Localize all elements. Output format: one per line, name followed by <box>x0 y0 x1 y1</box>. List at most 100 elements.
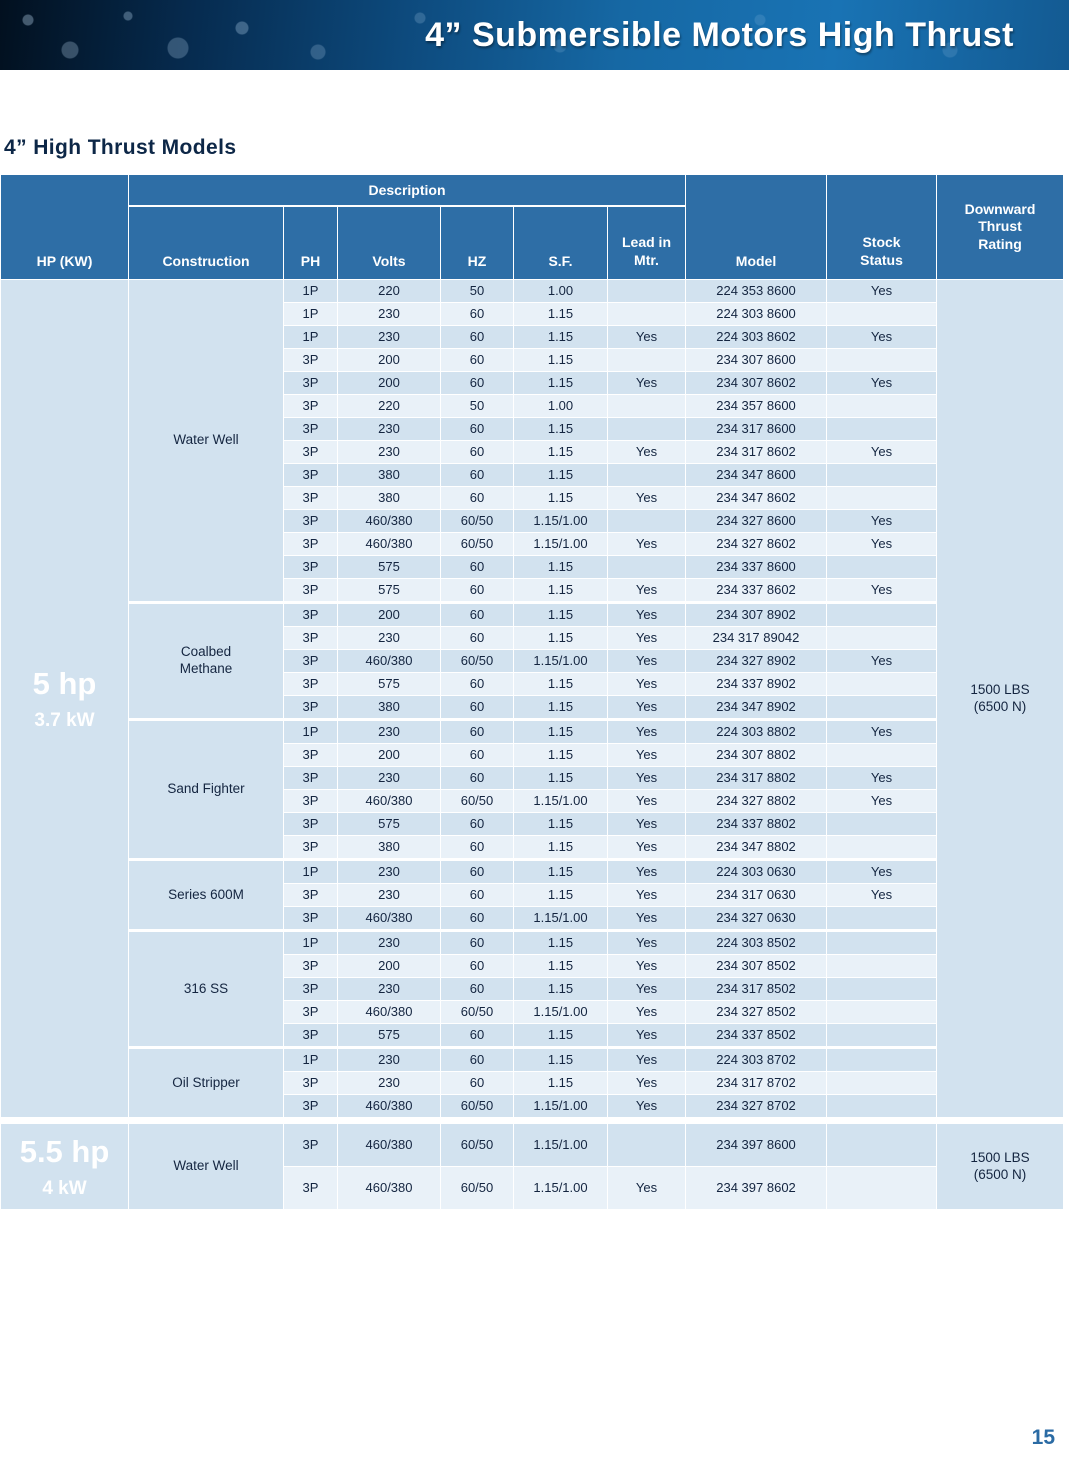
construction-label: Sand Fighter <box>167 781 245 797</box>
cell-lead-in-mtr: Yes <box>606 906 687 931</box>
table-row: 3P 200 60 1.15 Yes 234 307 8502 <box>1 954 1064 978</box>
cell-volts: 200 <box>337 743 441 767</box>
cell-lead-in-mtr: Yes <box>606 626 687 650</box>
cell-volts: 220 <box>337 394 441 418</box>
cell-hz: 60 <box>440 578 514 603</box>
cell-hz: 60 <box>440 348 514 372</box>
cell-ph: 3P <box>283 977 338 1001</box>
cell-volts: 230 <box>337 977 441 1001</box>
construction-cell: 316 SS <box>128 929 284 1048</box>
cell-lead-in-mtr: Yes <box>606 1166 687 1210</box>
cell-sf: 1.15 <box>513 626 608 650</box>
cell-model: 224 303 8602 <box>685 325 828 349</box>
cell-hz: 60/50 <box>440 532 514 556</box>
cell-model: 224 353 8600 <box>685 279 828 303</box>
cell-lead-in-mtr: Yes <box>606 486 687 510</box>
table-row: 3P 230 60 1.15 234 317 8600 <box>1 417 1064 441</box>
cell-sf: 1.15/1.00 <box>513 789 608 813</box>
cell-volts: 230 <box>337 858 441 884</box>
cell-ph: 3P <box>283 766 338 790</box>
cell-volts: 460/380 <box>337 906 441 931</box>
table-header: HP (KW) Description Model Stock Status D… <box>0 174 1065 280</box>
cell-volts: 230 <box>337 766 441 790</box>
cell-lead-in-mtr: Yes <box>606 718 687 744</box>
hp-kw-cell: 5 hp 3.7 kW <box>0 279 129 1121</box>
cell-sf: 1.15 <box>513 883 608 907</box>
table-row: 3P 230 60 1.15 Yes 234 317 89042 <box>1 626 1064 650</box>
cell-hz: 60 <box>440 371 514 395</box>
table-body: 5 hp 3.7 kW Water Well 1P 220 50 1.00 224 353 8… <box>0 279 1065 1210</box>
cell-stock-status <box>826 743 938 767</box>
cell-model: 234 307 8802 <box>685 743 828 767</box>
cell-model: 234 337 8602 <box>685 578 828 603</box>
cell-ph: 3P <box>283 883 338 907</box>
cell-lead-in-mtr: Yes <box>606 1071 687 1095</box>
construction-cell: Oil Stripper <box>128 1046 284 1121</box>
cell-stock-status: Yes <box>826 325 938 349</box>
cell-model: 234 337 8902 <box>685 672 828 696</box>
cell-stock-status <box>826 1166 938 1210</box>
cell-hz: 60 <box>440 1023 514 1048</box>
cell-stock-status <box>826 555 938 579</box>
cell-lead-in-mtr <box>606 348 687 372</box>
cell-stock-status <box>826 906 938 931</box>
cell-stock-status <box>826 977 938 1001</box>
cell-ph: 3P <box>283 578 338 603</box>
cell-volts: 575 <box>337 555 441 579</box>
cell-sf: 1.15 <box>513 672 608 696</box>
cell-volts: 230 <box>337 718 441 744</box>
cell-sf: 1.15 <box>513 929 608 955</box>
cell-ph: 3P <box>283 394 338 418</box>
header-row-top: HP (KW) Description Model Stock Status D… <box>0 174 1065 280</box>
cell-ph: 3P <box>283 1023 338 1048</box>
cell-hz: 60 <box>440 463 514 487</box>
cell-hz: 60 <box>440 812 514 836</box>
cell-sf: 1.15 <box>513 812 608 836</box>
cell-stock-status: Yes <box>826 766 938 790</box>
cell-hz: 60/50 <box>440 1094 514 1121</box>
header-downward-thrust-label: Downward Thrust Rating <box>964 200 1036 252</box>
header-construction: Construction <box>128 205 284 280</box>
table-row: Oil Stripper 1P 230 60 1.15 Yes 224 303 8702 <box>1 1046 1064 1121</box>
cell-volts: 460/380 <box>337 649 441 673</box>
cell-hz: 60/50 <box>440 509 514 533</box>
cell-model: 234 317 8702 <box>685 1071 828 1095</box>
hp-kw-cell: 5.5 hp 4 kW <box>0 1117 129 1210</box>
cell-hz: 60 <box>440 440 514 464</box>
cell-volts: 230 <box>337 883 441 907</box>
cell-hz: 60/50 <box>440 1117 514 1167</box>
table-row: 3P 230 60 1.15 Yes 234 317 8502 <box>1 977 1064 1001</box>
header-lead-in-mtr: Lead in Mtr. <box>606 205 687 280</box>
cell-stock-status <box>826 302 938 326</box>
cell-sf: 1.15 <box>513 1071 608 1095</box>
cell-model: 234 337 8600 <box>685 555 828 579</box>
cell-ph: 3P <box>283 601 338 627</box>
cell-volts: 200 <box>337 954 441 978</box>
cell-sf: 1.15/1.00 <box>513 649 608 673</box>
cell-sf: 1.15 <box>513 695 608 720</box>
cell-stock-status <box>826 463 938 487</box>
header-hz-label: HZ <box>467 253 487 269</box>
construction-label: 316 SS <box>183 980 229 996</box>
cell-sf: 1.15/1.00 <box>513 509 608 533</box>
cell-ph: 3P <box>283 532 338 556</box>
cell-sf: 1.15/1.00 <box>513 1117 608 1167</box>
table-row: 3P 575 60 1.15 Yes 234 337 8602 Yes <box>1 578 1064 603</box>
cell-volts: 380 <box>337 463 441 487</box>
cell-stock-status <box>826 417 938 441</box>
cell-ph: 3P <box>283 417 338 441</box>
header-volts-label: Volts <box>372 253 406 269</box>
cell-volts: 200 <box>337 371 441 395</box>
cell-volts: 460/380 <box>337 789 441 813</box>
header-description-label: Description <box>368 182 446 198</box>
cell-hz: 60 <box>440 883 514 907</box>
table-row: 3P 200 60 1.15 Yes 234 307 8602 Yes <box>1 371 1064 395</box>
cell-volts: 575 <box>337 1023 441 1048</box>
downward-thrust-cell: 1500 LBS (6500 N) <box>936 1117 1065 1210</box>
cell-ph: 3P <box>283 371 338 395</box>
cell-hz: 60 <box>440 954 514 978</box>
cell-volts: 380 <box>337 695 441 720</box>
cell-ph: 3P <box>283 1094 338 1121</box>
table-row: 3P 460/380 60 1.15/1.00 Yes 234 327 0630 <box>1 906 1064 931</box>
